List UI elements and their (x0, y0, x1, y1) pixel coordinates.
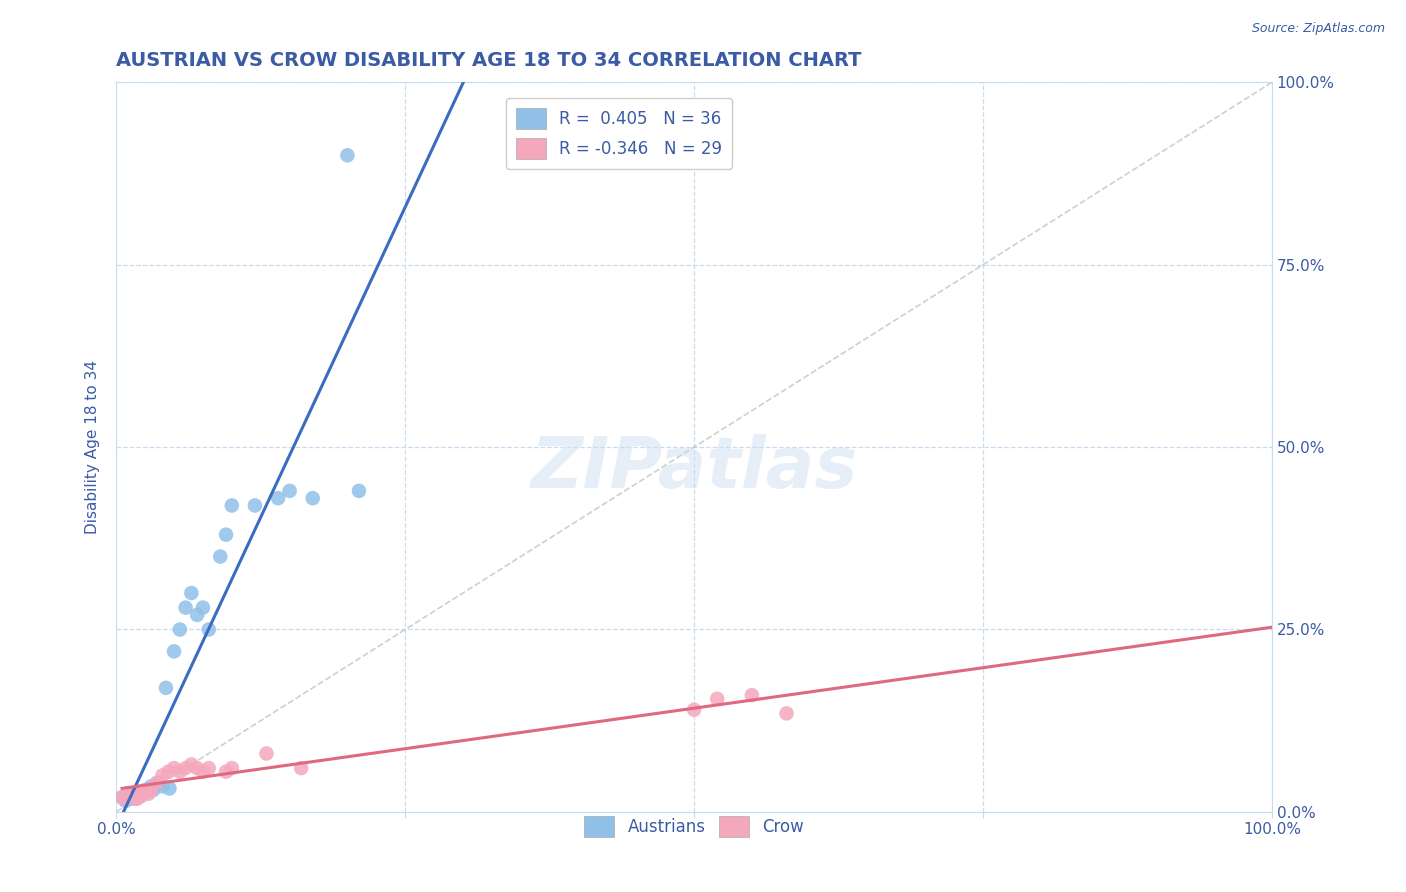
Point (169, 764, 191, 779)
Point (125, 789, 148, 803)
Point (128, 787, 150, 801)
Point (159, 781, 181, 796)
Point (114, 791, 136, 805)
Point (186, 761, 208, 775)
Point (122, 790, 145, 805)
Point (117, 791, 139, 805)
Point (191, 600, 214, 615)
Point (221, 761, 243, 775)
Point (117, 787, 139, 801)
Point (197, 761, 219, 775)
Point (120, 789, 142, 803)
Point (243, 499, 266, 513)
Point (256, 747, 278, 761)
Point (139, 783, 162, 797)
Point (163, 761, 186, 775)
Point (191, 764, 214, 779)
Point (267, 491, 290, 505)
Legend: Austrians, Crow: Austrians, Crow (578, 809, 811, 844)
Point (155, 681, 177, 695)
Point (152, 780, 174, 794)
Point (114, 794, 136, 808)
Point (122, 791, 145, 805)
Point (215, 527, 238, 541)
Point (120, 790, 142, 805)
Point (139, 780, 162, 794)
Point (134, 784, 156, 798)
Point (128, 787, 150, 801)
Text: Source: ZipAtlas.com: Source: ZipAtlas.com (1251, 22, 1385, 36)
Text: ZIPatlas: ZIPatlas (530, 434, 858, 503)
Point (221, 499, 243, 513)
Point (336, 148, 359, 162)
Point (186, 607, 208, 622)
Point (290, 761, 312, 775)
Point (180, 757, 202, 772)
Point (149, 775, 172, 789)
Point (301, 491, 323, 505)
Point (197, 623, 219, 637)
Point (127, 790, 149, 805)
Point (174, 761, 197, 775)
Point (124, 787, 146, 801)
Point (120, 789, 142, 803)
Point (157, 764, 180, 779)
Point (152, 768, 174, 782)
Point (163, 644, 186, 658)
Point (125, 791, 148, 805)
Point (111, 790, 134, 805)
Point (278, 483, 301, 498)
Point (138, 787, 160, 801)
Y-axis label: Disability Age 18 to 34: Disability Age 18 to 34 (86, 360, 100, 534)
Point (209, 549, 232, 564)
Point (741, 688, 763, 702)
Point (706, 691, 728, 706)
Point (142, 783, 165, 797)
Text: AUSTRIAN VS CROW DISABILITY AGE 18 TO 34 CORRELATION CHART: AUSTRIAN VS CROW DISABILITY AGE 18 TO 34… (117, 51, 862, 70)
Point (174, 600, 197, 615)
Point (180, 586, 202, 600)
Point (169, 623, 191, 637)
Point (134, 783, 156, 797)
Point (131, 789, 153, 803)
Point (775, 706, 797, 721)
Point (347, 483, 370, 498)
Point (683, 703, 706, 717)
Point (136, 784, 159, 798)
Point (145, 775, 167, 789)
Point (215, 764, 238, 779)
Point (131, 784, 153, 798)
Point (145, 777, 167, 791)
Point (111, 790, 134, 805)
